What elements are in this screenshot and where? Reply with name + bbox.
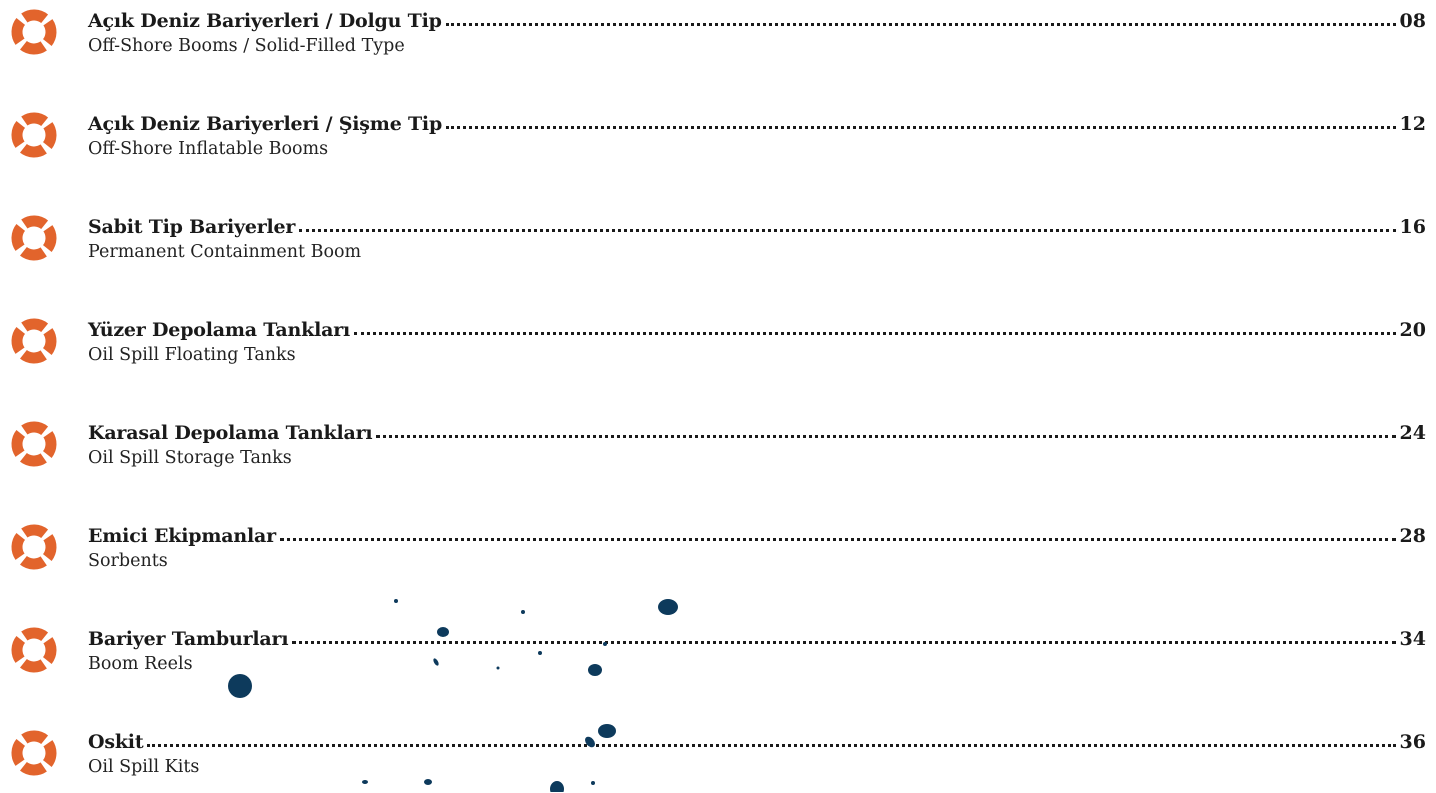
entry-title: Karasal Depolama Tankları: [88, 422, 372, 444]
life-ring-icon: [10, 111, 58, 159]
page-number: 08: [1400, 10, 1426, 32]
life-ring-icon: [10, 214, 58, 262]
life-ring-icon: [10, 317, 58, 365]
page: Açık Deniz Bariyerleri / Dolgu Tip 08 Off-…: [0, 0, 1436, 792]
entry-title: Oskit: [88, 731, 143, 753]
life-ring: [10, 626, 57, 673]
toc-entry: Emici Ekipmanlar 28 Sorbents: [0, 517, 1436, 587]
entry-title: Bariyer Tamburları: [88, 628, 288, 650]
toc-entry: Açık Deniz Bariyerleri / Şişme Tip 12 Off-…: [0, 105, 1436, 175]
toc-entry: Bariyer Tamburları 34 Boom Reels: [0, 620, 1436, 690]
entry-line: Sabit Tip Bariyerler 16: [88, 208, 1426, 238]
toc-entry: Oskit 36 Oil Spill Kits: [0, 723, 1436, 793]
entry-subtitle: Oil Spill Floating Tanks: [88, 345, 296, 365]
entry-title: Yüzer Depolama Tankları: [88, 319, 350, 341]
life-ring-icon: [10, 626, 58, 674]
entry-subtitle: Off-Shore Inflatable Booms: [88, 139, 328, 159]
entry-subtitle: Oil Spill Kits: [88, 757, 199, 777]
entry-line: Yüzer Depolama Tankları 20: [88, 311, 1426, 341]
dot-leader: [299, 229, 1395, 232]
entry-title: Açık Deniz Bariyerleri / Şişme Tip: [88, 113, 442, 135]
dot-leader: [354, 332, 1395, 335]
dot-leader: [446, 126, 1396, 129]
entry-line: Karasal Depolama Tankları 24: [88, 414, 1426, 444]
entry-subtitle: Sorbents: [88, 551, 168, 571]
entry-title: Emici Ekipmanlar: [88, 525, 276, 547]
entry-line: Emici Ekipmanlar 28: [88, 517, 1426, 547]
entry-title: Açık Deniz Bariyerleri / Dolgu Tip: [88, 10, 442, 32]
entry-line: Oskit 36: [88, 723, 1426, 753]
toc-entry: Açık Deniz Bariyerleri / Dolgu Tip 08 Off-…: [0, 2, 1436, 72]
life-ring: [10, 111, 57, 158]
entry-line: Açık Deniz Bariyerleri / Şişme Tip 12: [88, 105, 1426, 135]
life-ring: [10, 214, 57, 261]
page-number: 24: [1400, 422, 1426, 444]
page-number: 36: [1400, 731, 1426, 753]
page-number: 16: [1400, 216, 1426, 238]
toc-entry: Karasal Depolama Tankları 24 Oil Spill Sto…: [0, 414, 1436, 484]
entry-subtitle: Permanent Containment Boom: [88, 242, 361, 262]
entry-title: Sabit Tip Bariyerler: [88, 216, 295, 238]
life-ring-icon: [10, 729, 58, 777]
life-ring: [10, 317, 57, 364]
page-number: 20: [1400, 319, 1426, 341]
life-ring: [10, 420, 57, 467]
entry-line: Açık Deniz Bariyerleri / Dolgu Tip 08: [88, 2, 1426, 32]
life-ring-icon: [10, 420, 58, 468]
life-ring: [10, 729, 57, 776]
toc-entry: Sabit Tip Bariyerler 16 Permanent Containm…: [0, 208, 1436, 278]
life-ring-icon: [10, 523, 58, 571]
entry-subtitle: Off-Shore Booms / Solid-Filled Type: [88, 36, 405, 56]
life-ring-icon: [10, 8, 58, 56]
dot-leader: [376, 435, 1395, 438]
life-ring: [10, 523, 57, 570]
dot-leader: [147, 744, 1395, 747]
entry-line: Bariyer Tamburları 34: [88, 620, 1426, 650]
entry-subtitle: Boom Reels: [88, 654, 193, 674]
dot-leader: [292, 641, 1395, 644]
life-ring: [10, 8, 57, 55]
page-number: 12: [1400, 113, 1426, 135]
dot-leader: [446, 23, 1396, 26]
page-number: 28: [1400, 525, 1426, 547]
toc-entry: Yüzer Depolama Tankları 20 Oil Spill Float…: [0, 311, 1436, 381]
entry-subtitle: Oil Spill Storage Tanks: [88, 448, 292, 468]
page-number: 34: [1400, 628, 1426, 650]
dot-leader: [280, 538, 1396, 541]
